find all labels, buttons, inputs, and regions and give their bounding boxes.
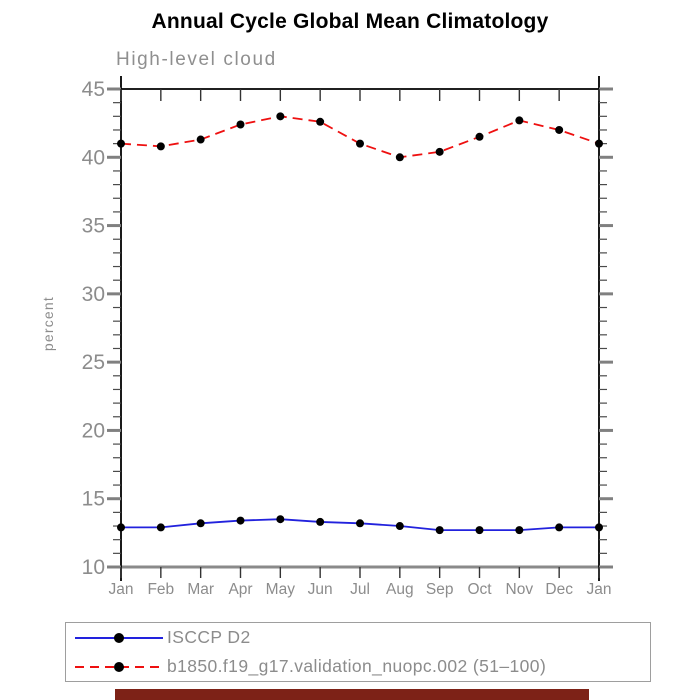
x-tick-label: Mar: [187, 581, 214, 598]
data-point-marker: [435, 526, 444, 535]
x-tick-label: Jan: [587, 581, 612, 598]
bottom-accent-bar: [115, 689, 589, 700]
y-tick-label: 40: [82, 146, 105, 169]
data-point-marker: [475, 526, 484, 535]
data-point-marker: [276, 112, 285, 121]
data-point-marker: [515, 526, 524, 535]
x-tick-label: Aug: [386, 581, 414, 598]
series-line-1: [120, 115, 600, 159]
y-tick-label: 20: [82, 419, 105, 442]
data-point-marker: [276, 515, 285, 524]
data-point-marker: [555, 523, 564, 532]
data-point-marker: [435, 147, 444, 156]
y-tick-label: 15: [82, 488, 105, 511]
x-tick-label: Feb: [147, 581, 174, 598]
data-point-marker: [196, 519, 205, 528]
data-point-marker: [555, 125, 564, 134]
x-tick-label: Jul: [350, 581, 370, 598]
x-tick-label: Sep: [426, 581, 454, 598]
legend-solid-line-marker-icon: [75, 626, 163, 650]
data-point-marker: [117, 139, 125, 148]
legend-item-isccp-d2: ISCCP D2: [75, 626, 650, 650]
x-tick-label: Apr: [228, 581, 252, 598]
legend-label-isccp-d2: ISCCP D2: [167, 627, 251, 647]
data-point-marker: [156, 142, 165, 151]
x-tick-label: May: [266, 581, 296, 598]
chart-subtitle: High-level cloud: [116, 49, 277, 70]
x-tick-label: Nov: [506, 581, 534, 598]
data-point-marker: [316, 517, 325, 526]
data-point-marker: [236, 120, 245, 129]
data-point-marker: [595, 139, 603, 148]
legend-item-model-run: b1850.f19_g17.validation_nuopc.002 (51–1…: [75, 655, 650, 679]
y-tick-label: 45: [82, 78, 105, 101]
y-tick-label: 35: [82, 215, 105, 238]
x-tick-label: Oct: [467, 581, 492, 598]
data-point-marker: [595, 523, 603, 532]
x-tick-label: Dec: [545, 581, 573, 598]
legend: ISCCP D2 b1850.f19_g17.validation_nuopc.…: [65, 622, 651, 682]
data-point-marker: [316, 117, 325, 126]
data-point-marker: [356, 519, 364, 528]
data-point-marker: [117, 523, 125, 532]
x-tick-label: Jan: [109, 581, 134, 598]
data-point-marker: [156, 523, 165, 532]
legend-dashed-line-marker-icon: [75, 655, 163, 679]
data-point-marker: [475, 132, 484, 141]
data-point-marker: [395, 522, 404, 531]
x-tick-label: Jun: [308, 581, 333, 598]
y-tick-label: 10: [82, 556, 105, 579]
data-point-marker: [236, 516, 245, 525]
data-point-marker: [515, 116, 524, 125]
data-point-marker: [395, 153, 404, 162]
chart-title: Annual Cycle Global Mean Climatology: [151, 10, 549, 33]
y-tick-label: 30: [82, 283, 105, 306]
y-tick-label: 25: [82, 351, 105, 374]
legend-label-model-run: b1850.f19_g17.validation_nuopc.002 (51–1…: [167, 656, 547, 676]
data-point-marker: [196, 135, 205, 144]
data-point-marker: [356, 139, 364, 148]
